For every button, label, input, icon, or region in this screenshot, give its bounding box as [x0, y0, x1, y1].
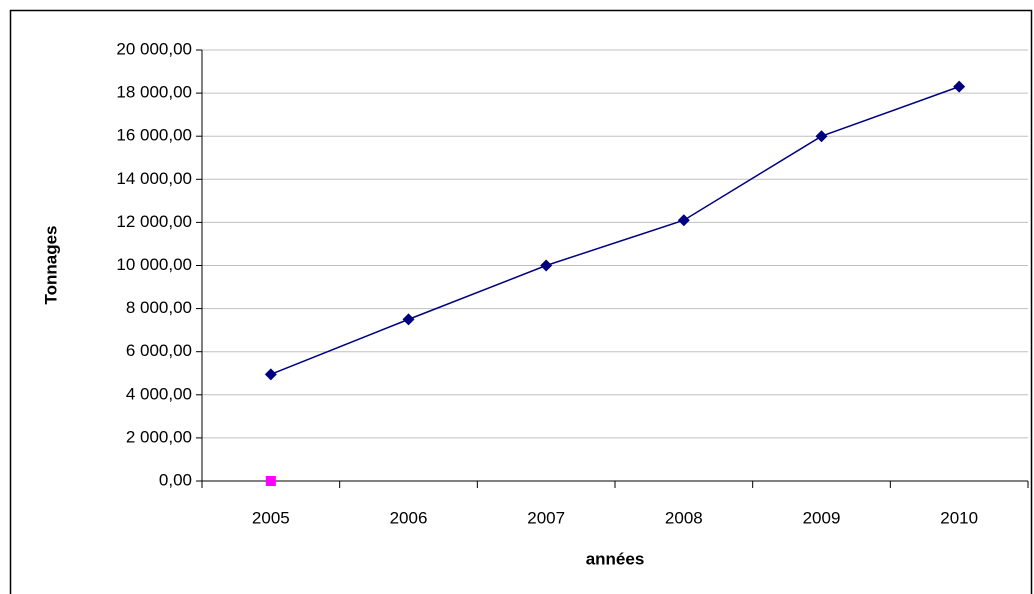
y-tick-label: 4 000,00: [126, 384, 192, 403]
point-marker: [540, 259, 553, 272]
y-tick-label: 16 000,00: [116, 126, 192, 145]
y-tick-label: 10 000,00: [116, 255, 192, 274]
x-tick-label: 2010: [940, 508, 978, 527]
chart-frame: [9, 9, 1033, 594]
x-tick-label: 2007: [527, 508, 565, 527]
point-marker: [677, 214, 690, 227]
series-line: [270, 85, 960, 376]
y-tick-label: 8 000,00: [126, 298, 192, 317]
y-tick-label: 0,00: [159, 470, 192, 489]
x-tick-label: 2005: [252, 508, 290, 527]
y-tick-label: 18 000,00: [116, 83, 192, 102]
point-marker: [265, 476, 276, 486]
x-axis-title: années: [586, 549, 645, 568]
y-tick-label: 20 000,00: [116, 39, 192, 58]
x-tick-label: 2009: [803, 508, 841, 527]
point-marker: [815, 130, 828, 143]
point-marker: [953, 80, 966, 93]
y-axis-title: Tonnages: [41, 225, 60, 304]
y-tick-label: 6 000,00: [126, 341, 192, 360]
point-marker: [402, 313, 415, 326]
point-marker: [264, 368, 277, 381]
y-tick-label: 14 000,00: [116, 169, 192, 188]
y-tick-label: 12 000,00: [116, 212, 192, 231]
x-tick-label: 2008: [665, 508, 703, 527]
y-tick-label: 2 000,00: [126, 427, 192, 446]
x-tick-label: 2006: [390, 508, 428, 527]
